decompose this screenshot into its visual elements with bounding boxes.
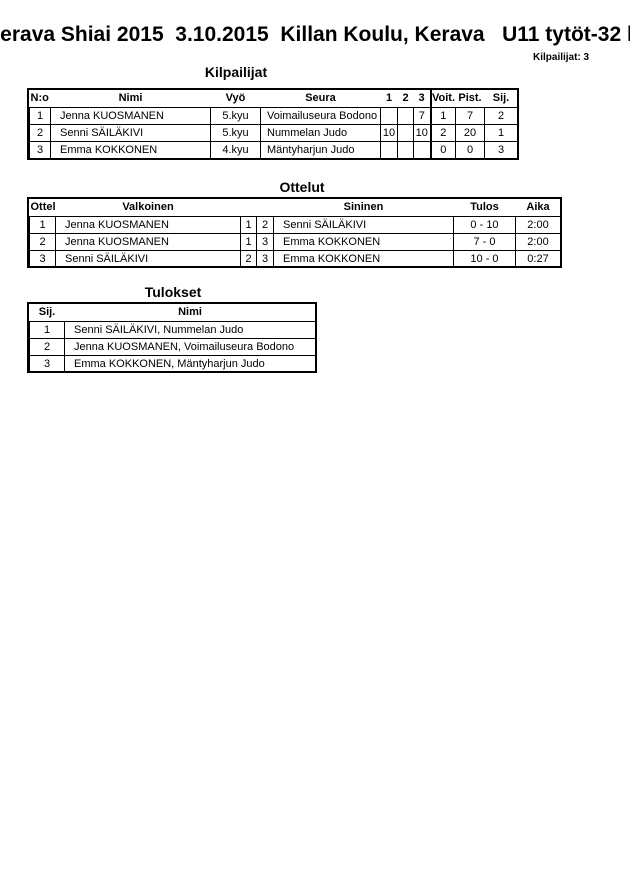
result-name: Jenna KUOSMANEN, Voimailuseura Bodono (64, 337, 316, 356)
match2-score (397, 123, 414, 142)
table-header-row: N:o Nimi Vyö Seura 1 2 3 Voit. Pist. Sij… (30, 90, 518, 107)
competitor-belt: 5.kyu (210, 106, 261, 125)
competitor-belt: 4.kyu (210, 140, 261, 159)
competitor-number: 1 (29, 106, 51, 125)
page-title: Kerava Shiai 2015 3.10.2015 Killan Koulu… (0, 23, 630, 46)
col-header-aika: Aika (526, 201, 550, 214)
result-placement: 1 (29, 320, 65, 339)
competitor-club: Nummelan Judo (260, 123, 381, 142)
wins: 2 (429, 123, 456, 142)
match2-score (397, 140, 414, 159)
wins: 0 (429, 140, 456, 159)
result-placement: 2 (29, 337, 65, 356)
table-row: 2 Jenna KUOSMANEN 1 3 Emma KOKKONEN 7 - … (29, 232, 561, 251)
white-fighter-name: Jenna KUOSMANEN (55, 215, 241, 234)
col-header-seura: Seura (305, 92, 336, 105)
match1-score (380, 106, 398, 125)
white-fighter-name: Jenna KUOSMANEN (55, 232, 241, 251)
table-header-row: Sij. Nimi (30, 304, 316, 321)
match-time: 0:27 (515, 249, 561, 268)
col-header-sij: Sij. (492, 92, 510, 105)
match-result: 7 - 0 (453, 232, 516, 251)
col-header-ottelu: Ottelu (30, 201, 56, 214)
competitor-number: 2 (29, 123, 51, 142)
tulokset-section-heading: Tulokset (144, 284, 202, 300)
table-row: 2 Jenna KUOSMANEN, Voimailuseura Bodono (29, 337, 316, 356)
col-header-valkoinen: Valkoinen (122, 201, 174, 214)
table-row: 3 Emma KOKKONEN, Mäntyharjun Judo (29, 354, 316, 373)
col-header-pist: Pist. (458, 92, 482, 105)
points: 20 (455, 123, 485, 142)
kilpailijat-section-heading: Kilpailijat (204, 64, 268, 80)
points: 0 (455, 140, 485, 159)
match-number: 2 (29, 232, 56, 251)
col-header-sininen: Sininen (343, 201, 384, 214)
col-header-nimi: Nimi (178, 306, 202, 319)
col-header-nimi: Nimi (118, 92, 143, 105)
table-row: 1 Jenna KUOSMANEN 5.kyu Voimailuseura Bo… (29, 106, 518, 125)
blue-fighter-number: 3 (256, 232, 274, 251)
competitor-club: Mäntyharjun Judo (260, 140, 381, 159)
col-header-voit: Voit. (429, 90, 456, 107)
match-result: 0 - 10 (453, 215, 516, 234)
table-row: 1 Jenna KUOSMANEN 1 2 Senni SÄILÄKIVI 0 … (29, 215, 561, 234)
result-placement: 3 (29, 354, 65, 373)
white-fighter-number: 2 (240, 249, 257, 268)
ottelut-section-heading: Ottelut (279, 179, 325, 195)
table-header-row: Ottelu Valkoinen Sininen Tulos Aika (30, 199, 561, 216)
col-header-match3: 3 (418, 92, 425, 105)
table-row: 3 Senni SÄILÄKIVI 2 3 Emma KOKKONEN 10 -… (29, 249, 561, 268)
white-fighter-number: 1 (240, 232, 257, 251)
col-header-match2: 2 (402, 92, 409, 105)
placement: 2 (484, 106, 518, 125)
match-number: 3 (29, 249, 56, 268)
match1-score: 10 (380, 123, 398, 142)
match-time: 2:00 (515, 215, 561, 234)
match-number: 1 (29, 215, 56, 234)
table-row: 3 Emma KOKKONEN 4.kyu Mäntyharjun Judo 0… (29, 140, 518, 159)
col-header-spacer2 (257, 199, 274, 216)
wins: 1 (429, 106, 456, 125)
col-header-spacer1 (241, 199, 257, 216)
col-header-match1: 1 (385, 92, 393, 105)
competitor-count-label: Kilpailijat: 3 (533, 52, 590, 63)
blue-fighter-number: 2 (256, 215, 274, 234)
col-header-tulos: Tulos (470, 201, 499, 214)
competitor-club: Voimailuseura Bodono (260, 106, 381, 125)
tulokset-table: Sij. Nimi 1 Senni SÄILÄKIVI, Nummelan Ju… (27, 302, 317, 373)
competitor-name: Jenna KUOSMANEN (50, 106, 211, 125)
blue-fighter-name: Emma KOKKONEN (273, 249, 454, 268)
match-time: 2:00 (515, 232, 561, 251)
white-fighter-name: Senni SÄILÄKIVI (55, 249, 241, 268)
kilpailijat-table: N:o Nimi Vyö Seura 1 2 3 Voit. Pist. Sij… (27, 88, 519, 160)
blue-fighter-name: Senni SÄILÄKIVI (273, 215, 454, 234)
competitor-name: Emma KOKKONEN (50, 140, 211, 159)
table-row: 1 Senni SÄILÄKIVI, Nummelan Judo (29, 320, 316, 339)
points: 7 (455, 106, 485, 125)
match3-score (413, 140, 431, 159)
ottelut-table: Ottelu Valkoinen Sininen Tulos Aika 1 Je… (27, 197, 562, 268)
blue-fighter-number: 3 (256, 249, 274, 268)
result-name: Senni SÄILÄKIVI, Nummelan Judo (64, 320, 316, 339)
match3-score: 7 (413, 106, 431, 125)
match-result: 10 - 0 (453, 249, 516, 268)
white-fighter-number: 1 (240, 215, 257, 234)
placement: 3 (484, 140, 518, 159)
competitor-number: 3 (29, 140, 51, 159)
col-header-sij: Sij. (38, 306, 56, 319)
result-name: Emma KOKKONEN, Mäntyharjun Judo (64, 354, 316, 373)
table-row: 2 Senni SÄILÄKIVI 5.kyu Nummelan Judo 10… (29, 123, 518, 142)
placement: 1 (484, 123, 518, 142)
blue-fighter-name: Emma KOKKONEN (273, 232, 454, 251)
competitor-belt: 5.kyu (210, 123, 261, 142)
match2-score (397, 106, 414, 125)
competitor-name: Senni SÄILÄKIVI (50, 123, 211, 142)
col-header-no: N:o (30, 92, 49, 105)
col-header-vyo: Vyö (225, 92, 246, 105)
match3-score: 10 (413, 123, 431, 142)
match1-score (380, 140, 398, 159)
